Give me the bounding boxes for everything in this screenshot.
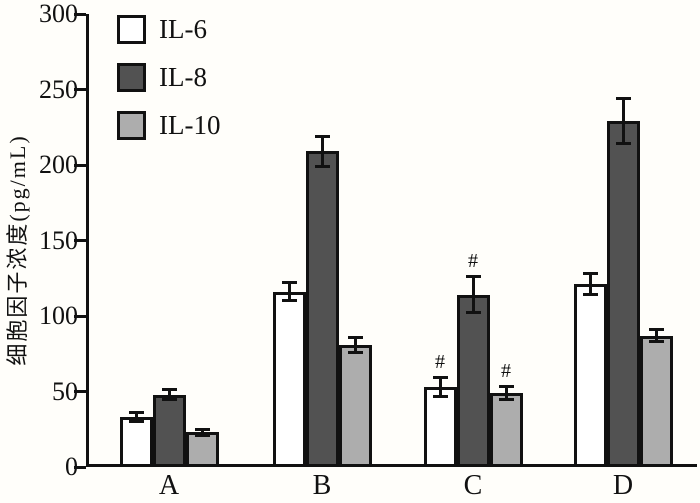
y-tick-150 — [74, 239, 86, 242]
error-cap-top-il-10-c — [498, 385, 514, 389]
bar-il-8-c — [456, 294, 490, 467]
legend-item-il-8: IL-8 — [117, 63, 220, 92]
error-cap-top-il-10-a — [194, 427, 210, 431]
bar-il-6-c — [423, 386, 457, 467]
error-cap-top-il-6-d — [582, 272, 598, 276]
legend-label-il-6: IL-6 — [159, 14, 207, 44]
y-tick-250 — [74, 88, 86, 91]
error-bar-il-8-a — [167, 389, 171, 400]
x-label-b: B — [312, 470, 332, 501]
bar-il-6-b — [272, 291, 306, 467]
x-label-a: A — [158, 470, 180, 501]
legend-label-il-8: IL-8 — [159, 62, 207, 92]
error-cap-top-il-8-c — [465, 275, 481, 279]
y-tick-label-50: 50 — [52, 376, 78, 406]
y-tick-100 — [74, 314, 86, 318]
bar-il-8-a — [152, 394, 186, 467]
error-cap-bottom-il-10-b — [347, 350, 363, 354]
error-bar-il-8-c — [471, 276, 475, 313]
legend-swatch-il-6 — [117, 15, 146, 44]
y-axis-line — [86, 14, 89, 467]
legend-item-il-10: IL-10 — [117, 111, 220, 140]
error-cap-top-il-8-b — [314, 134, 330, 138]
error-bar-il-10-a — [200, 429, 204, 436]
x-label-d: D — [612, 470, 634, 501]
legend-swatch-il-10 — [117, 111, 146, 140]
bar-il-8-d — [606, 121, 640, 467]
legend: IL-6 IL-8 IL-10 — [117, 15, 220, 159]
x-axis-line — [86, 464, 697, 467]
error-bar-il-6-b — [287, 282, 291, 301]
legend-item-il-6: IL-6 — [117, 15, 220, 44]
error-bar-il-8-d — [621, 98, 625, 144]
error-cap-bottom-il-8-c — [465, 311, 481, 315]
y-tick-50 — [74, 390, 86, 393]
y-tick-0 — [74, 465, 86, 469]
error-cap-top-il-6-b — [281, 281, 297, 285]
error-cap-bottom-il-10-d — [648, 340, 664, 344]
y-tick-label-250: 250 — [39, 74, 78, 104]
error-bar-il-10-d — [654, 329, 658, 342]
error-cap-bottom-il-10-a — [194, 433, 210, 437]
y-tick-label-200: 200 — [39, 150, 78, 179]
bar-il-10-d — [639, 335, 673, 467]
error-cap-top-il-8-a — [161, 388, 177, 392]
y-tick-200 — [74, 163, 86, 167]
sig-marker-il-8-c: # — [468, 249, 478, 272]
error-cap-top-il-6-c — [432, 376, 448, 380]
legend-swatch-il-8 — [117, 63, 146, 92]
error-cap-bottom-il-6-b — [281, 299, 297, 303]
error-bar-il-10-c — [504, 386, 508, 400]
error-cap-bottom-il-6-d — [582, 293, 598, 297]
bar-il-6-d — [573, 284, 607, 467]
error-cap-bottom-il-10-c — [498, 397, 514, 401]
y-tick-label-0: 0 — [65, 452, 78, 481]
x-label-c: C — [463, 470, 483, 501]
y-tick-label-100: 100 — [39, 301, 78, 330]
legend-label-il-10: IL-10 — [159, 110, 221, 140]
error-bar-il-10-b — [353, 337, 357, 353]
y-tick-300 — [74, 12, 86, 16]
bar-il-10-b — [338, 344, 372, 467]
bar-il-10-a — [185, 432, 219, 467]
error-cap-bottom-il-8-d — [615, 142, 631, 146]
error-cap-bottom-il-8-a — [161, 397, 177, 401]
y-tick-label-300: 300 — [39, 0, 78, 28]
bar-il-8-b — [305, 151, 339, 467]
sig-marker-il-10-c: # — [501, 359, 511, 382]
error-cap-bottom-il-6-a — [128, 420, 144, 424]
error-cap-top-il-10-d — [648, 328, 664, 332]
error-bar-il-6-d — [588, 273, 592, 295]
error-cap-top-il-6-a — [128, 411, 144, 415]
bar-il-10-c — [489, 393, 523, 467]
sig-marker-il-6-c: # — [435, 350, 445, 373]
error-cap-bottom-il-8-b — [314, 165, 330, 168]
bar-il-6-a — [119, 417, 153, 467]
error-cap-top-il-8-d — [615, 97, 631, 101]
error-bar-il-8-b — [320, 136, 324, 167]
error-cap-bottom-il-6-c — [432, 394, 448, 398]
error-cap-top-il-10-b — [347, 335, 363, 339]
error-bar-il-6-c — [438, 377, 442, 397]
error-bar-il-6-a — [134, 412, 138, 422]
y-tick-label-150: 150 — [39, 225, 78, 255]
